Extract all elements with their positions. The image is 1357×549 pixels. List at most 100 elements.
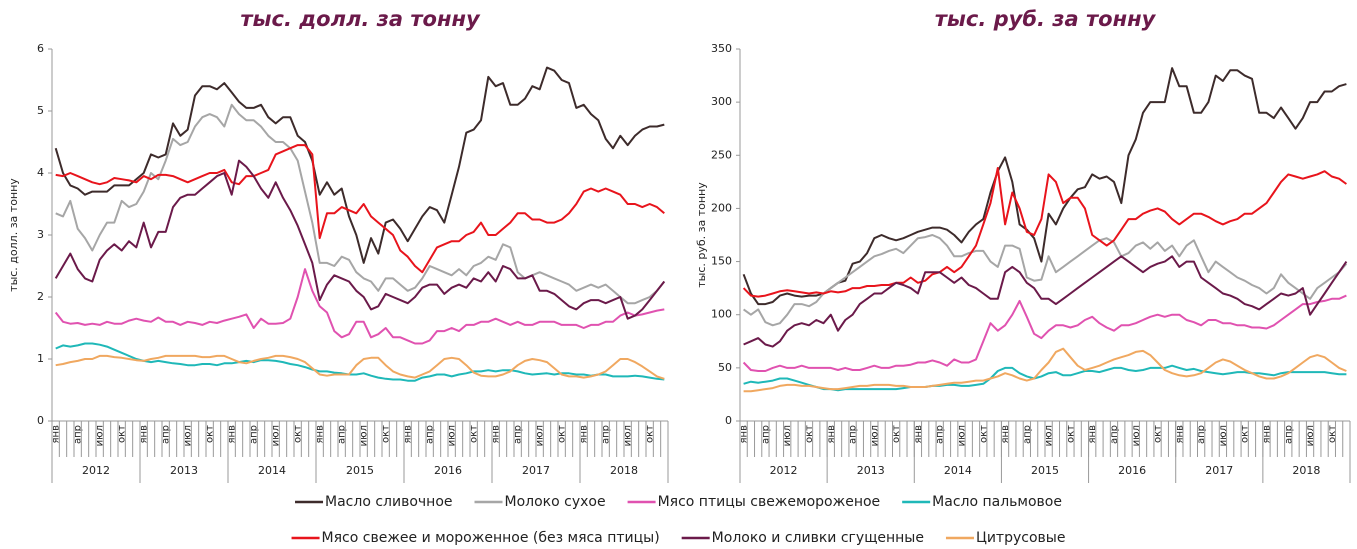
x-tick-label: апр (1022, 425, 1033, 444)
x-tick-label: апр (161, 425, 172, 444)
x-tick-label: янв (227, 425, 238, 444)
x-tick-label: окт (1153, 425, 1164, 443)
series-line (55, 144, 665, 274)
x-tick-label: апр (337, 425, 348, 444)
legend-row: Мясо свежее и мороженное (без мяса птицы… (291, 530, 1065, 546)
series-line (54, 159, 666, 320)
series-line (743, 234, 1348, 327)
series-line (742, 167, 1347, 298)
x-tick-label: апр (249, 425, 260, 444)
series-line (742, 294, 1347, 372)
x-tick-label: янв (491, 425, 502, 444)
x-tick-label: окт (381, 425, 392, 443)
x-tick-label: янв (403, 425, 414, 444)
x-tick-label: янв (826, 425, 837, 444)
x-tick-label: янв (315, 425, 326, 444)
x-tick-label: окт (978, 425, 989, 443)
series-line (743, 255, 1348, 348)
series-line (55, 342, 665, 382)
x-tick-label: июл (869, 425, 880, 446)
x-tick-label: апр (425, 425, 436, 444)
x-tick-label: июл (271, 425, 282, 446)
x-group-label: 2017 (522, 464, 550, 477)
chart-title: тыс. руб. за тонну (935, 7, 1157, 31)
series-line (55, 103, 666, 305)
x-tick-label: окт (891, 425, 902, 443)
legend-label: Молоко и сливки сгущенные (712, 530, 924, 546)
x-tick-label: янв (739, 425, 750, 444)
x-tick-label: окт (804, 425, 815, 443)
x-tick-label: июл (359, 425, 370, 446)
legend-label: Мясо свежее и мороженное (без мяса птицы… (322, 530, 660, 546)
x-tick-label: окт (293, 425, 304, 443)
x-tick-label: июл (1218, 425, 1229, 446)
series-line (743, 347, 1347, 393)
x-tick-label: июл (623, 425, 634, 446)
series-line (55, 354, 665, 380)
x-group-label: 2015 (346, 464, 374, 477)
x-group-label: 2015 (1031, 464, 1059, 477)
x-group-label: 2016 (1118, 464, 1146, 477)
y-tick-label: 200 (711, 201, 732, 214)
x-tick-label: июл (1044, 425, 1055, 446)
x-tick-label: окт (117, 425, 128, 443)
y-tick-label: 100 (711, 308, 732, 321)
x-tick-label: апр (935, 425, 946, 444)
x-group-label: 2017 (1205, 464, 1233, 477)
x-tick-label: янв (1261, 425, 1272, 444)
x-tick-label: окт (469, 425, 480, 443)
x-group-label: 2016 (434, 464, 462, 477)
x-group-label: 2012 (82, 464, 110, 477)
y-tick-label: 300 (711, 95, 732, 108)
legend-label: Молоко сухое (505, 494, 606, 510)
legend-label: Цитрусовые (976, 530, 1065, 546)
x-tick-label: июл (782, 425, 793, 446)
x-tick-label: апр (513, 425, 524, 444)
x-tick-label: июл (183, 425, 194, 446)
x-tick-label: апр (601, 425, 612, 444)
legend-label: Масло сливочное (325, 494, 452, 510)
chart-title: тыс. долл. за тонну (240, 7, 481, 31)
x-tick-label: июл (1305, 425, 1316, 446)
x-tick-label: янв (139, 425, 150, 444)
y-tick-label: 50 (718, 361, 732, 374)
y-tick-label: 4 (37, 166, 44, 179)
y-tick-label: 3 (37, 228, 44, 241)
y-tick-label: 2 (37, 290, 44, 303)
x-tick-label: окт (1327, 425, 1338, 443)
x-group-label: 2013 (857, 464, 885, 477)
x-tick-label: апр (1283, 425, 1294, 444)
x-group-label: 2018 (610, 464, 638, 477)
x-tick-label: окт (645, 425, 656, 443)
x-group-label: 2014 (258, 464, 286, 477)
y-axis-label: тыс. руб. за тонну (695, 182, 708, 288)
x-tick-label: янв (1000, 425, 1011, 444)
x-tick-label: апр (848, 425, 859, 444)
x-tick-label: янв (1087, 425, 1098, 444)
x-tick-label: окт (1240, 425, 1251, 443)
y-tick-label: 350 (711, 42, 732, 55)
x-group-label: 2013 (170, 464, 198, 477)
y-tick-label: 0 (725, 414, 732, 427)
x-tick-label: янв (913, 425, 924, 444)
x-tick-label: апр (1196, 425, 1207, 444)
series-line (54, 66, 665, 264)
legend-label: Масло пальмовое (932, 494, 1062, 510)
y-tick-label: 6 (37, 42, 44, 55)
x-tick-label: апр (73, 425, 84, 444)
x-tick-label: июл (95, 425, 106, 446)
legend-label: Мясо птицы свежемороженое (658, 494, 881, 510)
x-tick-label: янв (579, 425, 590, 444)
y-tick-label: 150 (711, 255, 732, 268)
y-tick-label: 5 (37, 104, 44, 117)
y-tick-label: 0 (37, 414, 44, 427)
x-tick-label: июл (1131, 425, 1142, 446)
series-line (742, 67, 1347, 306)
y-tick-label: 250 (711, 148, 732, 161)
x-tick-label: июл (535, 425, 546, 446)
x-tick-label: июл (956, 425, 967, 446)
x-tick-label: окт (205, 425, 216, 443)
legend-row: Масло сливочное Молоко сухое Мясо птицы св… (295, 494, 1062, 510)
x-tick-label: янв (51, 425, 62, 444)
